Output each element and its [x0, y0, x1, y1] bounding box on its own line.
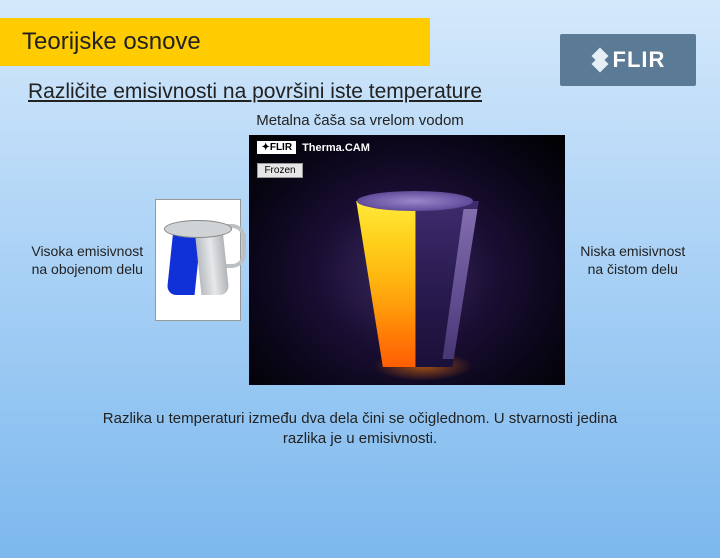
footer-text: Razlika u temperaturi između dva dela či… [28, 409, 692, 450]
thermal-cup-icon [353, 191, 483, 367]
title-bar: Teorijske osnove [0, 18, 430, 66]
figure-caption: Metalna čaša sa vrelom vodom [28, 112, 692, 129]
thermal-flir-logo: ✦FLIR [257, 141, 296, 154]
thermal-product-name: Therma.CAM [302, 142, 370, 154]
figure-row: Visoka emisivnost na obojenom delu ✦FLIR… [28, 135, 692, 385]
flir-diamond-icon [591, 45, 609, 75]
right-label: Niska emisivnost na čistom delu [573, 242, 692, 278]
cup-icon [164, 220, 232, 300]
left-label: Visoka emisivnost na obojenom delu [28, 242, 147, 278]
logo-content: FLIR [591, 45, 666, 75]
cup-photo [155, 199, 242, 321]
content-area: Različite emisivnosti na površini iste t… [0, 66, 720, 450]
slide-title: Teorijske osnove [22, 28, 201, 56]
thermal-image: ✦FLIR Therma.CAM Frozen [249, 135, 565, 385]
thermal-header: ✦FLIR Therma.CAM [257, 141, 369, 154]
brand-logo: FLIR [560, 34, 696, 86]
brand-name: FLIR [613, 47, 666, 73]
thermal-frozen-badge: Frozen [257, 163, 302, 178]
